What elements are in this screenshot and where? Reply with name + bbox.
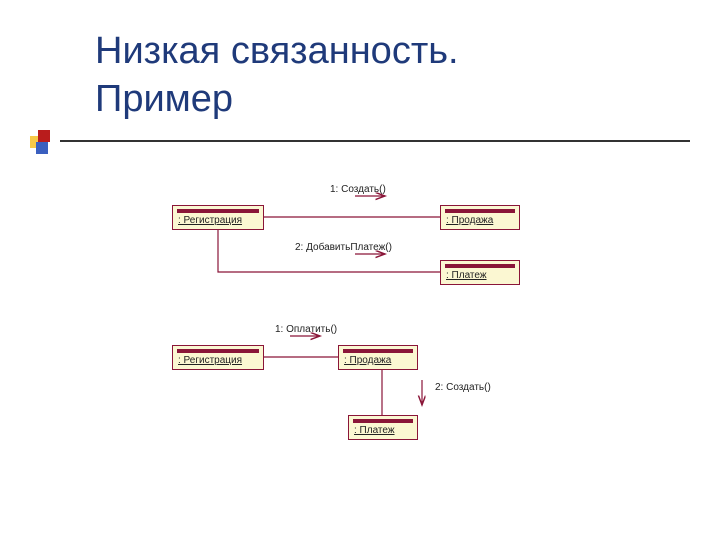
box-registration-2: : Регистрация <box>172 345 264 370</box>
msg-pay: 1: Оплатить() <box>275 324 337 335</box>
bullet-icon <box>30 130 60 160</box>
box-sale-2: : Продажа <box>338 345 418 370</box>
msg-create-1: 1: Создать() <box>330 184 386 195</box>
title-underline <box>60 140 690 142</box>
box-sale-1: : Продажа <box>440 205 520 230</box>
box-registration-1: : Регистрация <box>172 205 264 230</box>
box-label: : Регистрация <box>173 213 263 229</box>
box-payment-1: : Платеж <box>440 260 520 285</box>
box-label: : Платеж <box>441 268 519 284</box>
slide-title: Низкая связанность. Пример <box>95 28 459 123</box>
uml-diagram: : Регистрация : Продажа : Платеж : Регис… <box>150 180 570 490</box>
box-label: : Продажа <box>339 353 417 369</box>
title-line-1: Низкая связанность. <box>95 30 459 72</box>
box-payment-2: : Платеж <box>348 415 418 440</box>
slide: Низкая связанность. Пример <box>0 0 720 540</box>
msg-create-2: 2: Создать() <box>435 382 491 393</box>
box-label: : Платеж <box>349 423 417 439</box>
box-label: : Регистрация <box>173 353 263 369</box>
box-label: : Продажа <box>441 213 519 229</box>
title-line-2: Пример <box>95 78 233 120</box>
msg-add-payment: 2: ДобавитьПлатеж() <box>295 242 392 253</box>
